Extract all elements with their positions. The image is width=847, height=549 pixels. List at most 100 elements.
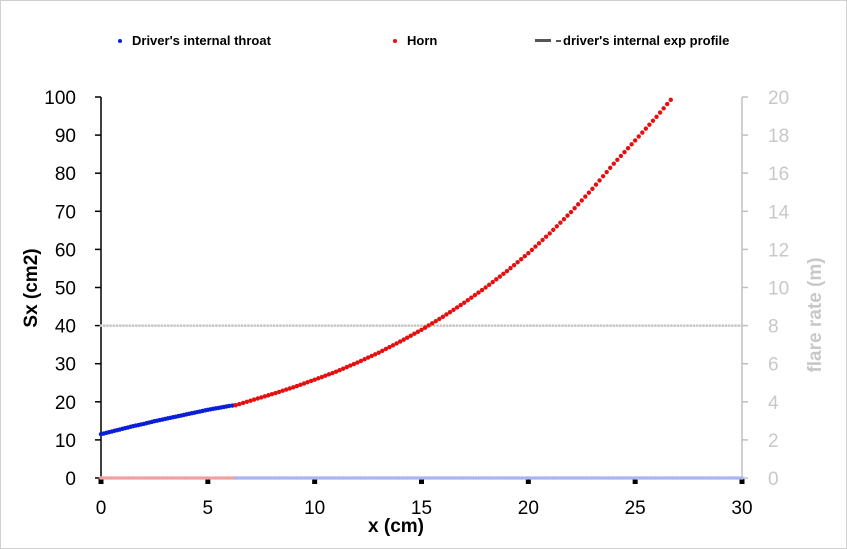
horn-flare-point <box>737 476 742 480</box>
flare-rate-point <box>734 324 737 327</box>
y2-tick-label: 20 <box>768 88 789 109</box>
x-tick-mark <box>205 479 211 484</box>
horn-flare-point <box>384 476 389 480</box>
horn-point <box>643 126 649 131</box>
horn-point <box>490 279 495 285</box>
throat-flare-point <box>139 476 144 480</box>
horn-flare-point <box>568 476 573 480</box>
throat-flare-point <box>142 476 146 480</box>
horn-flare-point <box>300 476 304 480</box>
horn-flare-point <box>325 476 330 480</box>
flare-rate-point <box>128 324 132 327</box>
horn-flare-point <box>696 476 701 480</box>
horn-flare-point <box>417 476 422 480</box>
horn-point <box>251 397 257 402</box>
horn-flare-point <box>527 476 532 480</box>
flare-rate-point <box>538 324 542 327</box>
horn-point <box>362 357 367 362</box>
horn-point <box>650 118 656 123</box>
horn-point <box>355 360 360 365</box>
horn-point <box>590 186 595 192</box>
horn-point <box>376 350 381 355</box>
x-tick-mark <box>312 479 318 484</box>
flare-rate-point <box>506 324 510 327</box>
horn-flare-point <box>655 476 660 480</box>
flare-rate-point <box>730 324 734 327</box>
horn-point <box>501 271 506 277</box>
horn-flare-point <box>333 476 338 480</box>
horn-flare-point <box>727 476 732 480</box>
horn-point <box>611 161 616 166</box>
horn-flare-point <box>389 476 394 480</box>
horn-flare-point <box>561 476 565 480</box>
horn-point <box>429 321 435 326</box>
horn-flare-point <box>502 476 506 480</box>
throat-point <box>230 403 235 408</box>
flare-rate-point <box>192 324 196 327</box>
horn-flare-point <box>430 476 435 480</box>
horn-point <box>586 190 592 195</box>
horn-flare-point <box>545 476 550 480</box>
horn-point <box>657 110 663 115</box>
horn-flare-point <box>361 476 366 480</box>
flare-rate-point <box>698 324 702 327</box>
throat-flare-point <box>165 476 169 480</box>
flare-rate-point <box>570 324 574 327</box>
flare-rate-point <box>513 324 516 327</box>
flare-rate-point <box>622 324 625 327</box>
horn-flare-point <box>354 476 358 480</box>
horn-flare-point <box>295 476 299 480</box>
flare-rate-point <box>365 324 369 327</box>
horn-flare-point <box>487 476 491 480</box>
horn-flare-point <box>494 476 499 480</box>
horn-flare-point <box>556 476 560 480</box>
horn-point <box>316 376 321 381</box>
horn-flare-point <box>438 476 443 480</box>
throat-flare-point <box>109 476 113 480</box>
horn-flare-point <box>630 476 634 480</box>
horn-flare-point <box>599 476 604 480</box>
throat-flare-point <box>188 476 192 480</box>
horn-point <box>369 353 374 359</box>
flare-rate-point <box>163 324 167 327</box>
horn-flare-point <box>740 476 744 480</box>
horn-flare-point <box>394 476 399 480</box>
flare-rate-point <box>458 324 462 327</box>
y2-tick-label: 0 <box>768 469 779 490</box>
flare-rate-point <box>564 324 568 327</box>
flare-rate-point <box>519 324 523 327</box>
horn-flare-point <box>292 476 297 480</box>
horn-point <box>597 178 602 183</box>
flare-rate-point <box>259 324 263 327</box>
horn-point <box>419 327 424 332</box>
horn-point <box>294 383 300 389</box>
throat-flare-point <box>210 476 215 480</box>
horn-point <box>476 290 481 295</box>
horn-point <box>273 390 278 396</box>
horn-flare-point <box>461 476 466 480</box>
flare-rate-point <box>160 324 164 327</box>
horn-flare-point <box>392 476 396 480</box>
flare-rate-point <box>721 324 725 327</box>
horn-point <box>600 174 606 179</box>
horn-flare-point <box>673 476 678 480</box>
flare-rate-point <box>442 324 446 327</box>
x-axis-title: x (cm) <box>368 516 424 537</box>
horn-flare-point <box>474 476 478 480</box>
y-tick-label: 60 <box>55 240 76 261</box>
flare-rate-point <box>650 324 654 327</box>
horn-point <box>465 298 470 303</box>
y-tick-label: 50 <box>55 279 76 300</box>
flare-rate-point <box>266 324 270 327</box>
flare-rate-point <box>272 324 276 327</box>
horn-flare-point <box>735 476 739 480</box>
horn-flare-point <box>433 476 437 480</box>
horn-flare-point <box>596 476 601 480</box>
horn-flare-point <box>607 476 611 480</box>
flare-rate-point <box>250 324 254 327</box>
flare-rate-point <box>724 324 728 327</box>
legend-marker-throat <box>118 38 122 43</box>
horn-point <box>287 386 292 391</box>
horn-flare-point <box>732 476 737 480</box>
y-axis-title: Sx (cm2) <box>21 248 42 328</box>
